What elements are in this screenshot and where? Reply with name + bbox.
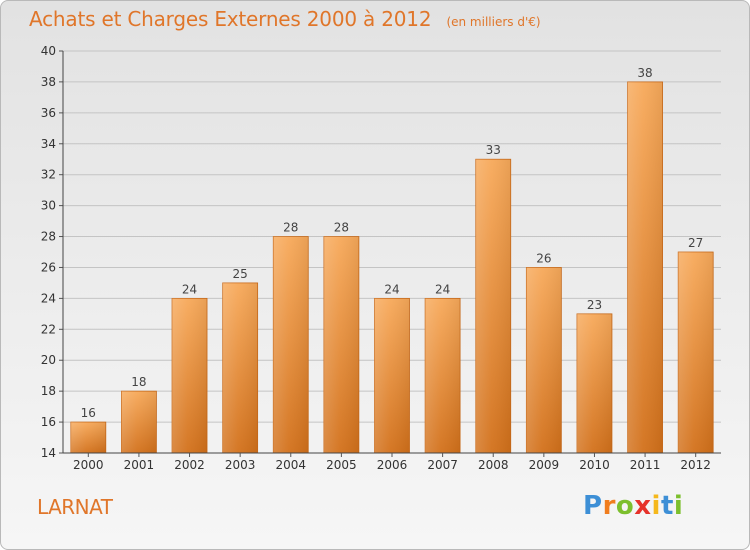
x-tick-label: 2009 xyxy=(529,458,560,472)
bar-highlight xyxy=(374,298,410,453)
x-tick-label: 2000 xyxy=(73,458,104,472)
bar-highlight xyxy=(273,236,309,453)
x-tick-label: 2006 xyxy=(377,458,408,472)
x-tick-label: 2005 xyxy=(326,458,357,472)
bar-highlight xyxy=(425,298,461,453)
bar-value-label: 27 xyxy=(688,236,703,250)
proxiti-logo[interactable]: Proxiti xyxy=(583,491,683,521)
x-tick-label: 2012 xyxy=(680,458,711,472)
y-tick-label: 30 xyxy=(41,199,56,213)
bar-highlight xyxy=(70,422,106,453)
y-tick-label: 16 xyxy=(41,415,56,429)
x-tick-label: 2004 xyxy=(275,458,306,472)
x-tick-label: 2011 xyxy=(630,458,661,472)
y-tick-label: 20 xyxy=(41,353,56,367)
chart-unit-label: (en milliers d'€) xyxy=(446,15,541,29)
y-tick-label: 24 xyxy=(41,291,56,305)
logo-letter: x xyxy=(634,491,652,521)
x-tick-label: 2002 xyxy=(174,458,205,472)
x-tick-label: 2003 xyxy=(225,458,256,472)
x-tick-label: 2010 xyxy=(579,458,610,472)
bar-highlight xyxy=(323,236,359,453)
bar-value-label: 16 xyxy=(81,406,96,420)
x-tick-label: 2007 xyxy=(427,458,458,472)
bar-value-label: 25 xyxy=(233,267,248,281)
x-tick-label: 2001 xyxy=(124,458,155,472)
x-tick-label: 2008 xyxy=(478,458,509,472)
y-tick-label: 38 xyxy=(41,75,56,89)
logo-letter: r xyxy=(602,491,616,521)
y-tick-label: 36 xyxy=(41,106,56,120)
bar-highlight xyxy=(576,313,612,453)
logo-letter: i xyxy=(673,491,684,521)
y-tick-label: 28 xyxy=(41,230,56,244)
bar-highlight xyxy=(526,267,562,453)
chart-header: Achats et Charges Externes 2000 à 2012 (… xyxy=(29,7,541,31)
logo-letter: P xyxy=(583,491,603,521)
bar-value-label: 23 xyxy=(587,298,602,312)
logo-letter: t xyxy=(660,491,674,521)
chart-title: Achats et Charges Externes 2000 à 2012 xyxy=(29,7,432,31)
bar-value-label: 18 xyxy=(131,375,146,389)
bars: 16 18 24 25 28 28 24 24 33 26 23 38 27 xyxy=(70,66,714,454)
bar-value-label: 26 xyxy=(536,251,551,265)
y-tick-label: 40 xyxy=(41,44,56,58)
axes: 14 16 18 20 22 24 26 28 30 32 34 36 38 40 2000 2001 2002… xyxy=(41,44,721,472)
y-tick-label: 34 xyxy=(41,137,56,151)
bar-value-label: 24 xyxy=(182,282,197,296)
logo-letter: o xyxy=(615,491,635,521)
bar-value-label: 38 xyxy=(637,66,652,80)
y-tick-label: 22 xyxy=(41,322,56,336)
bar-value-label: 33 xyxy=(486,143,501,157)
bar-value-label: 24 xyxy=(384,282,399,296)
bar-highlight xyxy=(222,282,258,453)
bar-value-label: 28 xyxy=(334,221,349,235)
y-tick-label: 14 xyxy=(41,446,56,460)
bar-value-label: 24 xyxy=(435,282,450,296)
bar-highlight xyxy=(172,298,208,453)
bar-highlight xyxy=(121,391,157,453)
bar-highlight xyxy=(678,252,714,453)
logo-letter: i xyxy=(651,491,661,521)
bar-value-label: 28 xyxy=(283,221,298,235)
place-name: LARNAT xyxy=(37,495,113,519)
y-tick-label: 26 xyxy=(41,260,56,274)
bar-highlight xyxy=(475,159,511,453)
y-tick-label: 18 xyxy=(41,384,56,398)
bar-highlight xyxy=(627,81,663,453)
y-tick-label: 32 xyxy=(41,168,56,182)
